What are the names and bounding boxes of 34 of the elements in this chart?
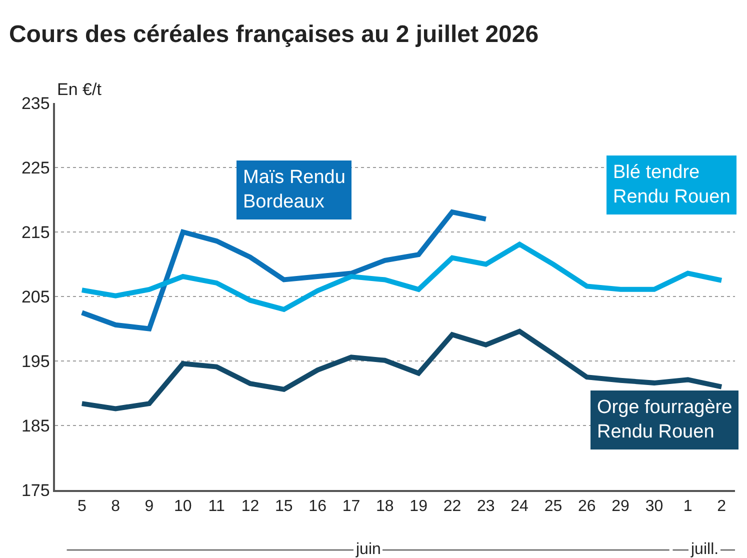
- y-tick-label: 215: [21, 222, 50, 242]
- text: Blé tendre Rendu Rouen: [613, 162, 730, 208]
- chart-title: Cours des céréales françaises au 2 juillet 2026: [8, 20, 539, 48]
- x-tick-label: 5: [77, 498, 86, 515]
- x-tick-label: 29: [612, 498, 630, 515]
- text: juill.: [690, 541, 719, 558]
- x-tick-label: 17: [342, 498, 360, 515]
- x-tick-label: 30: [645, 498, 664, 515]
- x-tick-label: 10: [174, 498, 192, 515]
- series-label: Orge fourragère Rendu Rouen: [597, 397, 732, 443]
- x-tick-label: 23: [476, 498, 495, 515]
- x-tick-label: 8: [111, 498, 120, 515]
- x-tick-label: 9: [144, 498, 154, 515]
- x-tick-label: 2: [717, 498, 726, 515]
- text: juin: [355, 541, 381, 558]
- x-tick-label: 22: [443, 498, 462, 515]
- x-tick-label: 12: [241, 498, 260, 515]
- x-tick-label: 15: [275, 498, 293, 515]
- x-tick-label: 25: [544, 498, 562, 515]
- x-tick-label: 26: [578, 498, 596, 515]
- y-tick-label: 225: [21, 158, 50, 178]
- series-label: Maïs Rendu Bordeaux: [243, 167, 346, 213]
- y-tick-label: 205: [21, 287, 50, 306]
- y-tick-label: 195: [21, 352, 50, 371]
- x-tick-label: 16: [308, 498, 327, 515]
- x-tick-label: 24: [510, 498, 529, 515]
- y-tick-label: 175: [21, 480, 50, 500]
- x-tick-label: 1: [683, 498, 692, 515]
- y-tick-label: 185: [21, 416, 50, 436]
- x-tick-label: 19: [410, 498, 428, 515]
- x-tick-label: 18: [376, 498, 394, 515]
- y-tick-label: 235: [21, 94, 50, 113]
- y-axis-title: En €/t: [57, 80, 102, 99]
- x-tick-label: 11: [208, 498, 225, 515]
